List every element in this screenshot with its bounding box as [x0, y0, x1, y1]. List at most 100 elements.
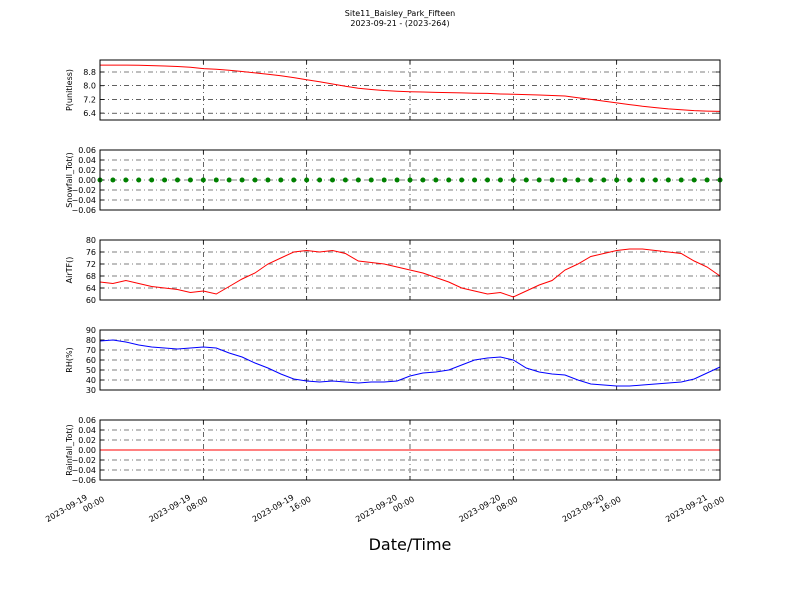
data-point: [149, 177, 155, 183]
data-point: [291, 177, 297, 183]
data-point: [381, 177, 387, 183]
y-tick-label: 0.00: [78, 176, 96, 185]
y-tick-label: 68: [86, 272, 96, 281]
data-point: [691, 177, 697, 183]
chart-subtitle: 2023-09-21 - (2023-264): [350, 19, 449, 28]
data-point: [317, 177, 323, 183]
y-tick-label: −0.04: [71, 196, 96, 205]
y-tick-label: 60: [86, 356, 96, 365]
plot-frame: [99, 419, 721, 481]
y-tick-label: 40: [86, 376, 96, 385]
y-axis-label: P(unitless): [65, 69, 74, 111]
data-point: [304, 177, 310, 183]
data-point: [562, 177, 568, 183]
data-point: [497, 177, 503, 183]
x-tick-label: 2023-09-1900:00: [44, 486, 106, 533]
data-point: [549, 177, 555, 183]
y-axis-label: Snowfall_Tot(): [65, 152, 74, 208]
x-tick-label: 2023-09-2008:00: [457, 486, 519, 533]
y-tick-label: 64: [86, 284, 96, 293]
data-point: [123, 177, 129, 183]
data-point: [420, 177, 426, 183]
y-tick-label: 6.4: [83, 109, 96, 118]
y-tick-label: 72: [86, 260, 96, 269]
plot-frame: [99, 149, 721, 211]
data-point: [665, 177, 671, 183]
data-point: [239, 177, 245, 183]
data-point: [175, 177, 180, 183]
y-tick-label: −0.02: [71, 186, 96, 195]
data-point: [652, 177, 658, 183]
data-point: [213, 177, 219, 183]
y-axis-label: AirTF(): [65, 257, 74, 284]
data-point: [278, 177, 284, 183]
data-point: [226, 177, 232, 183]
data-point: [627, 177, 633, 183]
x-tick-label: 2023-09-2000:00: [354, 486, 416, 533]
y-tick-label: 70: [86, 346, 96, 355]
x-tick-label: 2023-09-2100:00: [664, 486, 726, 533]
y-tick-label: −0.02: [71, 456, 96, 465]
data-point: [704, 177, 710, 183]
data-point: [252, 177, 258, 183]
x-tick-label: 2023-09-1908:00: [147, 486, 209, 533]
data-point: [575, 177, 581, 183]
data-point: [368, 177, 374, 183]
y-tick-label: 8.8: [83, 68, 96, 77]
data-point: [162, 177, 168, 183]
x-tick-label: 2023-09-2016:00: [561, 486, 623, 533]
data-point: [136, 177, 142, 183]
data-point: [614, 177, 620, 183]
x-tick-label: 2023-09-1916:00: [251, 486, 313, 533]
y-tick-label: 8.0: [83, 82, 96, 91]
y-tick-label: 30: [86, 386, 96, 395]
data-point: [536, 177, 542, 183]
data-point: [433, 177, 439, 183]
data-point: [342, 177, 348, 183]
chart-title: Site11_Baisley_Park_Fifteen: [345, 9, 455, 18]
y-tick-label: 0.02: [78, 166, 96, 175]
y-axis-label: Rainfall_Tot(): [65, 424, 74, 476]
x-axis-label: Date/Time: [369, 535, 452, 554]
data-point: [588, 177, 594, 183]
y-tick-label: 80: [86, 236, 96, 245]
y-tick-label: 80: [86, 336, 96, 345]
y-tick-label: 60: [86, 296, 96, 305]
y-tick-label: 0.04: [78, 426, 96, 435]
data-line: [99, 339, 721, 387]
y-tick-label: 76: [86, 248, 96, 257]
data-point: [394, 177, 400, 183]
y-tick-label: 7.2: [83, 95, 96, 104]
y-tick-label: 0.02: [78, 436, 96, 445]
data-point: [678, 177, 684, 183]
data-point: [200, 177, 206, 183]
y-tick-label: 90: [86, 326, 96, 335]
data-point: [510, 177, 516, 183]
data-line: [100, 64, 721, 112]
data-point: [601, 177, 607, 183]
data-point: [446, 177, 452, 183]
y-tick-label: 50: [86, 366, 96, 375]
y-tick-label: −0.04: [71, 466, 96, 475]
data-point: [187, 177, 193, 183]
data-point: [485, 177, 490, 183]
data-line: [99, 248, 721, 298]
data-point: [523, 177, 529, 183]
y-tick-label: 0.06: [78, 146, 96, 155]
plot-frame: [99, 239, 721, 301]
y-tick-label: 0.04: [78, 156, 96, 165]
plot-frame: [99, 329, 721, 391]
y-tick-label: −0.06: [71, 206, 96, 215]
data-point: [330, 177, 335, 183]
data-point: [110, 177, 116, 183]
data-point: [407, 177, 413, 183]
y-axis-label: RH(%): [65, 347, 74, 372]
data-point: [472, 177, 478, 183]
data-point: [640, 177, 645, 183]
y-tick-label: 0.06: [78, 416, 96, 425]
y-tick-label: 0.00: [78, 446, 96, 455]
data-point: [265, 177, 271, 183]
data-point: [355, 177, 361, 183]
plot-frame: [99, 59, 721, 121]
